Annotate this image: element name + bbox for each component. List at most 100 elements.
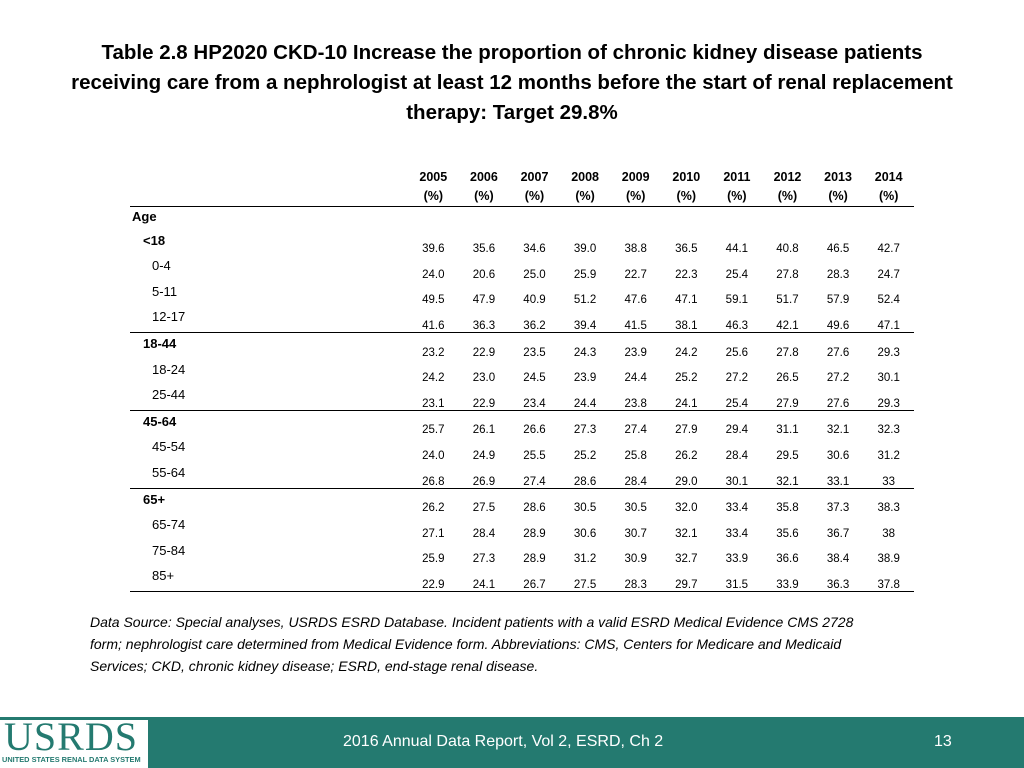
value-cell: 27.5 [458, 487, 510, 515]
unit-header: (%) [812, 187, 864, 207]
value-cell: 32.3 [863, 409, 914, 437]
value-cell: 35.8 [762, 487, 813, 515]
value-cell: 25.6 [711, 331, 763, 359]
row-label: 45-54 [152, 439, 186, 455]
table-row: 65-74 27.1 28.4 28.9 30.6 30.7 32.1 33.4 35.6 36.… [130, 514, 914, 540]
value-cell: 25.9 [573, 268, 597, 281]
value-cell: 29.3 [863, 331, 914, 359]
value-cell: 41.6 [422, 319, 445, 332]
value-cell: 25.9 [422, 553, 445, 566]
value-cell: 41.5 [624, 319, 647, 332]
report-citation: 2016 Annual Data Report, Vol 2, ESRD, Ch… [343, 733, 664, 750]
note-line-2: form; nephrologist care determined from … [90, 636, 842, 652]
value-cell: 40.8 [776, 243, 799, 256]
value-cell: 24.3 [559, 331, 611, 359]
data-table-container: 2005 2006 2007 2008 2009 2010 2011 2012 2013 2014… [130, 168, 914, 592]
value-cell: 24.4 [624, 372, 647, 385]
value-cell: 22.3 [675, 268, 698, 281]
value-cell: 39.0 [573, 243, 597, 256]
table-row: 55-64 26.8 26.9 27.4 28.6 28.4 29.0 30.1 32.1 33.… [130, 462, 914, 488]
header-year-row: 2005 2006 2007 2008 2009 2010 2011 2012 2013 2014 [130, 168, 914, 187]
value-cell: 46.3 [725, 319, 749, 332]
value-cell: 36.6 [776, 553, 799, 566]
table-group-row: 45-64 25.7 26.1 26.6 27.3 27.4 27.9 29.4 31.1 32.… [130, 409, 914, 437]
value-cell: 30.1 [725, 475, 749, 488]
logo-wordmark: USRDS [4, 714, 138, 759]
value-cell: 26.5 [776, 372, 799, 385]
value-cell: 26.2 [408, 487, 459, 515]
unit-header: (%) [509, 187, 560, 207]
value-cell: 38.8 [624, 243, 647, 256]
table-row: 18-24 24.2 23.0 24.5 23.9 24.4 25.2 27.2 26.5 27.… [130, 359, 914, 385]
row-label: 85+ [130, 565, 409, 592]
value-cell: 38.9 [877, 553, 900, 566]
value-cell: 27.8 [762, 331, 813, 359]
table-row: 5-11 49.5 47.9 40.9 51.2 47.6 47.1 59.1 51.7 57.9… [130, 281, 914, 307]
value-cell: 24.7 [877, 268, 900, 281]
unit-header: (%) [660, 187, 712, 207]
footer-bar: USRDS UNITED STATES RENAL DATA SYSTEM 20… [0, 717, 1024, 768]
value-cell: 47.1 [877, 319, 900, 332]
value-cell: 25.0 [523, 268, 546, 281]
row-label: 65-74 [152, 517, 186, 533]
value-cell: 27.6 [826, 397, 850, 410]
header-blank-cell [130, 168, 408, 187]
value-cell: 25.7 [408, 409, 459, 437]
value-cell: 39.4 [573, 319, 597, 332]
value-cell: 31.2 [877, 449, 900, 462]
value-cell: 46.5 [826, 243, 850, 256]
value-cell: 23.1 [422, 397, 445, 410]
value-cell: 29.4 [711, 409, 763, 437]
row-label: 55-64 [152, 464, 186, 480]
value-cell: 23.0 [472, 372, 496, 385]
row-label: 65+ [130, 487, 409, 515]
value-cell: 20.6 [472, 268, 496, 281]
unit-header: (%) [408, 187, 459, 207]
title-line-1: Table 2.8 HP2020 CKD-10 Increase the pro… [101, 41, 923, 64]
value-cell: 27.2 [826, 372, 850, 385]
value-cell: 30.6 [826, 449, 850, 462]
title-line-3: therapy: Target 29.8% [406, 101, 618, 124]
value-cell: 27.3 [472, 553, 496, 566]
value-cell: 40.9 [523, 294, 546, 307]
value-cell: 23.9 [573, 372, 597, 385]
value-cell: 47.6 [624, 294, 647, 307]
value-cell: 23.4 [523, 397, 546, 410]
page-number: 13 [934, 733, 952, 750]
row-label: 75-84 [152, 542, 186, 558]
value-cell: 23.8 [624, 397, 647, 410]
value-cell: 37.8 [863, 565, 914, 592]
value-cell: 59.1 [725, 294, 749, 307]
unit-header: (%) [711, 187, 763, 207]
row-label: 25-44 [152, 387, 186, 403]
value-cell: 30.5 [610, 487, 661, 515]
value-cell: 27.3 [559, 409, 611, 437]
value-cell: 36.3 [812, 565, 864, 592]
value-cell: 28.6 [573, 475, 597, 488]
value-cell: 36.5 [675, 243, 698, 256]
value-cell: 24.0 [422, 449, 445, 462]
value-cell: 31.2 [573, 553, 597, 566]
value-cell: 24.1 [675, 397, 698, 410]
value-cell: 57.9 [826, 294, 850, 307]
value-cell: 42.7 [877, 243, 900, 256]
year-header: 2009 [621, 170, 650, 184]
value-cell: 25.4 [725, 268, 749, 281]
header-unit-row: (%) (%) (%) (%) (%) (%) (%) (%) (%) (%) [130, 187, 914, 207]
value-cell: 27.5 [559, 565, 611, 592]
title-line-2: receiving care from a nephrologist at le… [71, 71, 953, 94]
table-group-row: <18 39.6 35.6 34.6 39.0 38.8 36.5 44.1 40.8 46.5 4… [130, 230, 914, 256]
header-blank-cell [130, 187, 409, 207]
value-cell: 28.6 [509, 487, 560, 515]
unit-header: (%) [458, 187, 510, 207]
value-cell: 32.0 [660, 487, 712, 515]
year-header: 2010 [672, 170, 701, 184]
value-cell: 25.2 [573, 449, 597, 462]
value-cell: 26.7 [509, 565, 560, 592]
value-cell: 30.6 [573, 527, 597, 540]
row-label: 45-64 [130, 409, 409, 437]
value-cell: 25.4 [725, 397, 749, 410]
value-cell: 38.3 [863, 487, 914, 515]
value-cell: 32.1 [675, 527, 698, 540]
value-cell: 24.1 [458, 565, 510, 592]
